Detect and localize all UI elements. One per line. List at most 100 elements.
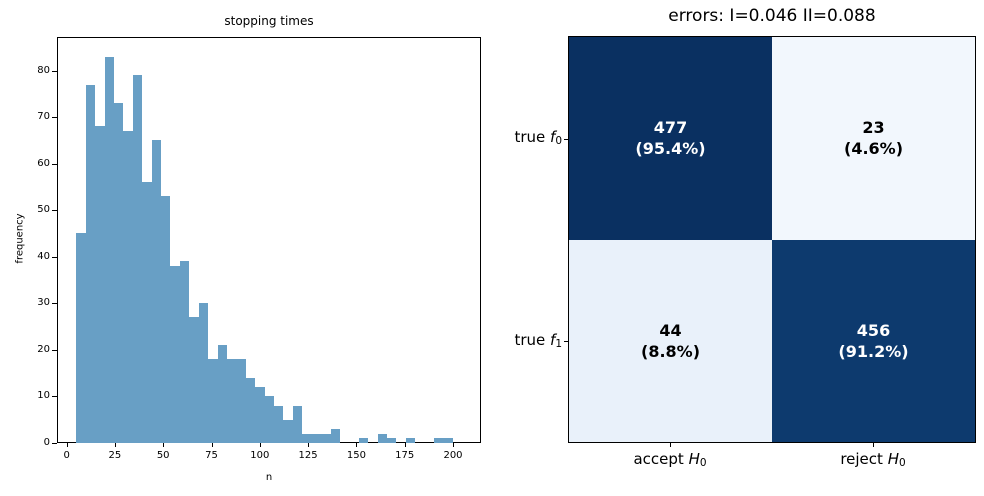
histogram-bar [189, 317, 199, 443]
row-label-symbol: f [550, 331, 556, 349]
matrix-row-tick [564, 139, 568, 140]
x-tick-label: 125 [298, 450, 318, 461]
cell-percent: (4.6%) [844, 139, 903, 159]
y-tick-label: 40 [37, 250, 50, 262]
y-tick-mark [52, 70, 57, 72]
histogram-bar [217, 345, 227, 443]
histogram-bar [142, 182, 152, 443]
y-tick-mark [52, 256, 57, 258]
histogram-bar [170, 266, 180, 443]
col-label-prefix: accept [633, 450, 689, 468]
histogram-bar [113, 103, 124, 443]
col-label-accept-h0: accept H0 [590, 450, 750, 469]
x-tick-mark [114, 443, 116, 447]
row-label-prefix: true [514, 331, 551, 349]
confusion-matrix-title: errors: I=0.046 II=0.088 [668, 6, 876, 26]
y-tick-label: 30 [37, 297, 50, 309]
histogram-bar [292, 405, 303, 443]
histogram-bar [226, 359, 237, 443]
histogram-bar [255, 387, 265, 443]
matrix-cell-true-f0-accept: 477 (95.4%) [569, 37, 772, 240]
matrix-col-tick [670, 443, 671, 447]
x-tick-label: 75 [205, 450, 218, 461]
histogram-bar [443, 438, 453, 443]
histogram-bar [302, 433, 312, 443]
col-label-subscript: 0 [898, 457, 906, 470]
x-tick-label: 100 [250, 450, 270, 461]
col-label-symbol: H [688, 450, 700, 468]
histogram-bar [283, 419, 293, 443]
histogram-bar [85, 84, 96, 443]
y-tick-mark [52, 163, 57, 165]
histogram-bar [387, 438, 397, 443]
histogram-bar [95, 126, 105, 443]
histogram-bar [274, 405, 284, 443]
x-tick-label: 25 [108, 450, 122, 461]
histogram-bar [104, 56, 114, 443]
histogram-bar [405, 438, 416, 443]
y-tick-mark [52, 210, 57, 212]
x-tick-label: 0 [63, 450, 70, 461]
y-tick-mark [52, 303, 57, 305]
row-label-subscript: 1 [555, 338, 562, 351]
cell-count: 44 [659, 320, 682, 340]
histogram-bar [434, 438, 444, 443]
histogram-bar [330, 429, 340, 443]
matrix-col-tick [873, 443, 874, 447]
row-label-true-f0: true f0 [440, 128, 562, 147]
histogram-bar [179, 261, 190, 443]
row-label-symbol: f [550, 128, 556, 146]
cell-count: 23 [862, 118, 885, 138]
y-tick-mark [52, 349, 57, 351]
col-label-prefix: reject [840, 450, 888, 468]
x-tick-label: 175 [395, 450, 415, 461]
x-tick-mark [211, 443, 213, 447]
x-tick-mark [453, 443, 454, 447]
histogram-bar [321, 433, 331, 443]
y-tick-label: 10 [37, 390, 50, 402]
cell-percent: (8.8%) [641, 341, 700, 361]
histogram-bar [311, 433, 322, 443]
y-tick-label: 0 [43, 437, 50, 448]
y-tick-label: 60 [37, 157, 50, 169]
y-tick-mark [52, 396, 57, 398]
x-tick-mark [356, 443, 358, 447]
y-tick-mark [52, 117, 57, 119]
row-label-subscript: 0 [555, 135, 562, 148]
histogram-bar [377, 433, 388, 443]
matrix-cell-true-f0-reject: 23 (4.6%) [772, 37, 975, 240]
x-tick-mark [259, 443, 261, 447]
confusion-matrix: 477 (95.4%) 23 (4.6%) 44 (8.8%) 456 (91.… [568, 36, 976, 443]
cell-percent: (91.2%) [838, 341, 909, 361]
histogram-bar [76, 233, 86, 443]
histogram-bar [208, 359, 218, 443]
histogram-x-axis-label: n [265, 472, 273, 483]
histogram-bar [245, 377, 256, 443]
x-tick-label: 50 [156, 450, 170, 461]
row-label-prefix: true [514, 128, 551, 146]
histogram-bar [264, 396, 275, 443]
matrix-cell-true-f1-accept: 44 (8.8%) [569, 239, 772, 442]
x-tick-mark [308, 443, 310, 447]
col-label-subscript: 0 [699, 457, 707, 470]
matrix-cell-true-f1-reject: 456 (91.2%) [772, 239, 975, 442]
x-tick-mark [163, 443, 165, 447]
histogram-title: stopping times [224, 14, 314, 28]
cell-count: 477 [653, 118, 688, 138]
x-tick-label: 200 [443, 450, 463, 461]
histogram-bar [132, 75, 143, 443]
histogram-bar [123, 131, 133, 443]
x-tick-label: 150 [346, 450, 366, 461]
histogram-bar [236, 359, 246, 443]
cell-count: 456 [856, 320, 891, 340]
row-label-true-f1: true f1 [440, 331, 562, 350]
y-tick-label: 20 [37, 343, 50, 355]
histogram-bar [161, 196, 171, 443]
y-tick-label: 80 [37, 64, 50, 76]
x-tick-mark [404, 443, 406, 447]
histogram-bar [151, 140, 162, 443]
col-label-symbol: H [887, 450, 899, 468]
histogram-bars-area [57, 37, 481, 443]
cell-percent: (95.4%) [635, 139, 706, 159]
